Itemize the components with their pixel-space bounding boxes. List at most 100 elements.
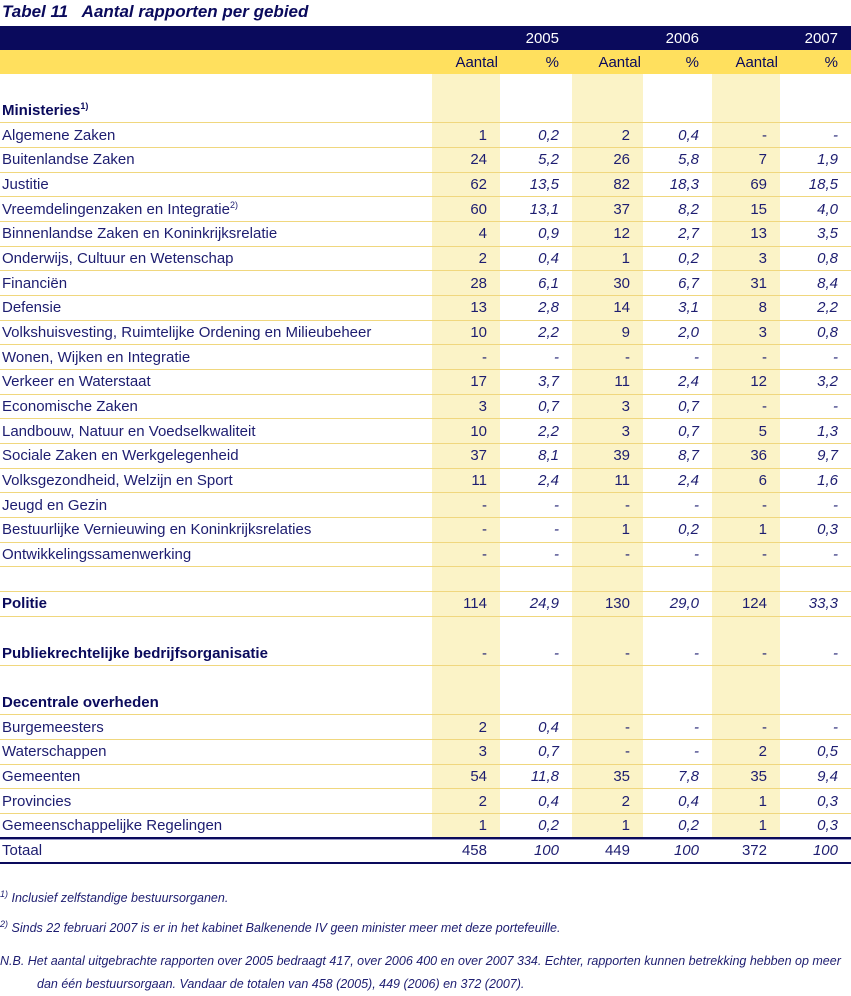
aantal-cell: 449 (572, 838, 643, 864)
pct-cell (780, 99, 851, 124)
aantal-cell: 1 (712, 518, 780, 543)
aantal-cell (432, 616, 500, 642)
aantal-cell (572, 98, 643, 124)
aantal-cell: 1 (572, 246, 643, 272)
row-label: Bestuurlijke Vernieuwing en Koninkrijksr… (0, 518, 432, 543)
table-row: Sociale Zaken en Werkgelegenheid 37 8,1 39 8… (0, 444, 851, 469)
aantal-cell: 1 (712, 789, 780, 815)
aantal-cell: 124 (712, 592, 780, 617)
aantal-cell (712, 74, 780, 99)
aantal-cell: 11 (572, 370, 643, 395)
pct-cell (643, 567, 712, 593)
pct-cell: 0,2 (643, 247, 712, 272)
pct-cell: - (780, 493, 851, 519)
aantal-cell: 9 (572, 320, 643, 346)
pct-cell: 8,2 (643, 197, 712, 223)
pct-cell: 24,9 (500, 592, 572, 617)
aantal-cell (712, 690, 780, 716)
aantal-cell: 1 (712, 814, 780, 839)
aantal-cell (432, 98, 500, 124)
footnote-1-text: Inclusief zelfstandige bestuursorganen. (11, 890, 229, 905)
aantal-cell: 2 (432, 246, 500, 272)
row-label: Ministeries1) (0, 99, 432, 124)
pct-cell: 2,0 (643, 321, 712, 346)
footnote-1: 1) Inclusief zelfstandige bestuursorgane… (0, 889, 851, 907)
pct-cell: 8,1 (500, 444, 572, 469)
year-header-2006: 2006 (572, 26, 712, 50)
aantal-cell: - (712, 715, 780, 741)
pct-cell: 0,2 (643, 518, 712, 543)
aantal-cell: 12 (572, 222, 643, 247)
row-label: Publiekrechtelijke bedrijfsorganisatie (0, 641, 432, 667)
aantal-cell (432, 74, 500, 99)
footnotes: 1) Inclusief zelfstandige bestuursorgane… (0, 889, 851, 996)
spacer-row (0, 666, 851, 691)
table-row: Volksgezondheid, Welzijn en Sport 11 2,4 11… (0, 468, 851, 494)
report-table: 2005 2006 2007 Aantal % Aantal % Aantal … (0, 26, 851, 864)
pct-cell (780, 567, 851, 593)
table-row: Jeugd en Gezin - - - - - - (0, 493, 851, 519)
row-label: Totaal (0, 838, 432, 864)
table-row: Ontwikkelingssamenwerking - - - - - - (0, 542, 851, 568)
aantal-cell: 2 (432, 715, 500, 741)
pct-cell: 9,4 (780, 765, 851, 790)
aantal-cell: 39 (572, 444, 643, 469)
aantal-cell: 1 (572, 518, 643, 543)
table-body: Ministeries1) Algemene Zaken 1 0,2 2 0,4- - Bui… (0, 74, 851, 864)
aantal-cell: - (572, 345, 643, 371)
aantal-cell: - (572, 641, 643, 667)
aantal-cell (712, 98, 780, 124)
table-row: Totaal 458 100 449 100 372 100 (0, 838, 851, 864)
pct-cell (780, 74, 851, 99)
aantal-cell: 15 (712, 197, 780, 223)
pct-cell: 2,2 (500, 419, 572, 445)
aantal-cell: 130 (572, 592, 643, 617)
spacer-row (0, 616, 851, 642)
aantal-cell: 82 (572, 172, 643, 198)
aantal-cell: 2 (572, 123, 643, 149)
aantal-cell: 14 (572, 296, 643, 321)
column-header-aantal: Aantal (572, 50, 643, 74)
table-row: Gemeenschappelijke Regelingen 1 0,2 1 0,2 1 0,… (0, 814, 851, 839)
page-title: Tabel 11 Aantal rapporten per gebied (2, 2, 309, 21)
pct-cell: - (780, 395, 851, 420)
aantal-cell: - (572, 740, 643, 765)
table-row: Vreemdelingenzaken en Integratie2) 60 13,1… (0, 197, 851, 223)
aantal-cell (572, 74, 643, 99)
aantal-cell: 30 (572, 271, 643, 297)
pct-cell: - (780, 123, 851, 149)
pct-cell: 0,4 (643, 123, 712, 149)
pct-cell (500, 617, 572, 642)
aantal-cell: - (572, 542, 643, 568)
row-label: Politie (0, 592, 432, 617)
aantal-cell: 1 (432, 814, 500, 839)
pct-cell: 0,3 (780, 518, 851, 543)
table-row: Wonen, Wijken en Integratie - - - - - - (0, 345, 851, 371)
aantal-cell: 6 (712, 468, 780, 494)
pct-cell: 3,2 (780, 370, 851, 395)
table-row: Defensie 13 2,8 14 3,1 8 2,2 (0, 296, 851, 321)
aantal-cell: 4 (432, 222, 500, 247)
pct-cell: - (780, 543, 851, 568)
column-header-pct: % (643, 50, 712, 74)
pct-cell: 0,8 (780, 247, 851, 272)
pct-cell: 2,7 (643, 222, 712, 247)
pct-cell: 0,7 (643, 395, 712, 420)
aantal-cell: 54 (432, 764, 500, 790)
table-row: Volkshuisvesting, Ruimtelijke Ordening e… (0, 320, 851, 346)
pct-cell (643, 99, 712, 124)
aantal-cell: 3 (572, 419, 643, 445)
table-row: Provincies 2 0,4 2 0,4 1 0,3 (0, 789, 851, 815)
aantal-cell: 10 (432, 419, 500, 445)
aantal-cell (712, 567, 780, 593)
aantal-cell: 28 (432, 271, 500, 297)
aantal-cell: - (432, 493, 500, 519)
row-label (0, 617, 432, 642)
pct-cell (500, 691, 572, 716)
aantal-cell: 35 (712, 764, 780, 790)
aantal-cell: 69 (712, 172, 780, 198)
row-label: Verkeer en Waterstaat (0, 370, 432, 395)
pct-cell (643, 74, 712, 99)
aantal-cell: 62 (432, 172, 500, 198)
pct-cell: 2,4 (643, 469, 712, 494)
